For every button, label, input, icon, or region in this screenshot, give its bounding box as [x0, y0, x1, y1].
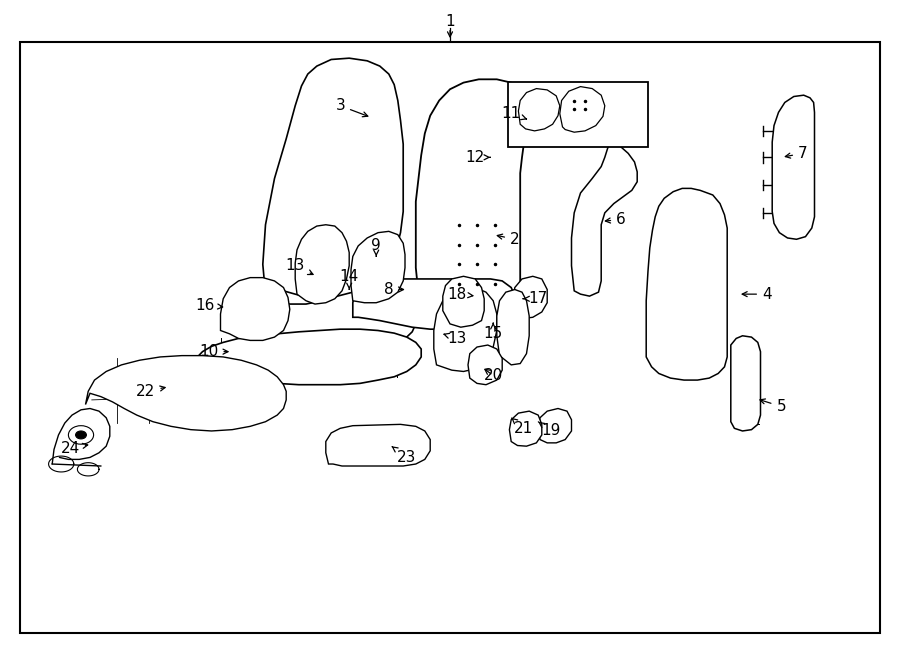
- Circle shape: [456, 325, 471, 336]
- Text: 7: 7: [786, 146, 807, 161]
- Text: 2: 2: [498, 232, 519, 247]
- Circle shape: [306, 254, 338, 278]
- Bar: [20, 42, 880, 633]
- Text: 22: 22: [136, 384, 165, 399]
- Circle shape: [488, 158, 499, 166]
- Circle shape: [499, 160, 509, 168]
- Text: 15: 15: [483, 323, 503, 341]
- Polygon shape: [468, 345, 502, 385]
- Circle shape: [362, 259, 391, 280]
- Circle shape: [328, 252, 335, 257]
- Polygon shape: [572, 142, 637, 296]
- Polygon shape: [416, 79, 529, 305]
- Polygon shape: [351, 231, 405, 303]
- Polygon shape: [509, 411, 542, 446]
- Text: 24: 24: [60, 441, 87, 455]
- Polygon shape: [434, 288, 497, 371]
- Polygon shape: [538, 408, 572, 443]
- Text: 12: 12: [465, 150, 491, 165]
- Text: 18: 18: [447, 287, 473, 301]
- Polygon shape: [497, 290, 529, 365]
- Text: 19: 19: [538, 422, 561, 438]
- Polygon shape: [518, 89, 560, 131]
- Polygon shape: [86, 356, 286, 431]
- Text: 21: 21: [511, 418, 534, 436]
- Polygon shape: [646, 188, 727, 380]
- Text: 6: 6: [606, 212, 626, 227]
- Polygon shape: [220, 278, 290, 340]
- Circle shape: [328, 290, 335, 295]
- Polygon shape: [295, 225, 349, 304]
- Text: 11: 11: [501, 106, 526, 121]
- Circle shape: [76, 431, 86, 439]
- Text: 16: 16: [195, 298, 222, 313]
- Circle shape: [68, 426, 94, 444]
- Text: 1: 1: [446, 14, 454, 28]
- Polygon shape: [443, 276, 484, 327]
- Polygon shape: [353, 279, 515, 329]
- Polygon shape: [256, 290, 416, 362]
- Bar: [508, 82, 648, 147]
- Text: 13: 13: [444, 331, 467, 346]
- Text: 8: 8: [384, 282, 403, 297]
- Text: 17: 17: [523, 292, 548, 306]
- Text: 13: 13: [285, 258, 313, 274]
- Text: 4: 4: [742, 287, 771, 301]
- Polygon shape: [326, 424, 430, 466]
- Circle shape: [315, 260, 329, 271]
- Text: 23: 23: [392, 447, 417, 465]
- Text: 3: 3: [336, 98, 368, 117]
- Polygon shape: [513, 276, 547, 319]
- Text: 9: 9: [372, 239, 381, 256]
- Text: 10: 10: [199, 344, 228, 359]
- Text: 5: 5: [760, 399, 786, 414]
- Polygon shape: [560, 87, 605, 132]
- Circle shape: [328, 234, 335, 239]
- Polygon shape: [263, 58, 403, 299]
- Text: 20: 20: [483, 368, 503, 383]
- Circle shape: [447, 319, 480, 342]
- Polygon shape: [731, 336, 760, 431]
- Circle shape: [245, 303, 256, 311]
- Polygon shape: [772, 95, 814, 239]
- Polygon shape: [196, 329, 421, 385]
- Text: 14: 14: [339, 269, 359, 290]
